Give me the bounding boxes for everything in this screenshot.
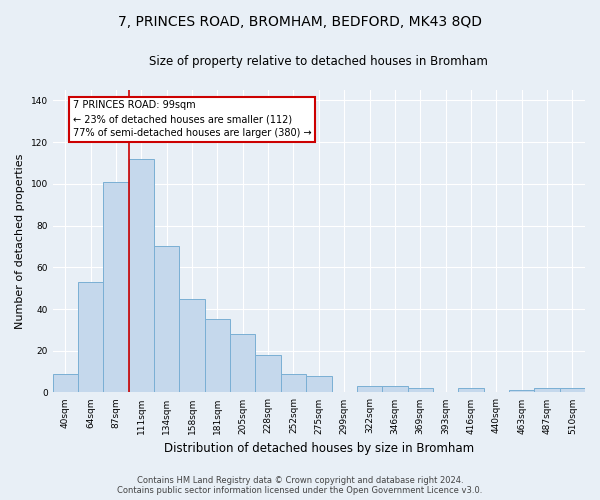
Bar — [230, 334, 256, 392]
Bar — [306, 376, 332, 392]
Text: 7 PRINCES ROAD: 99sqm
← 23% of detached houses are smaller (112)
77% of semi-det: 7 PRINCES ROAD: 99sqm ← 23% of detached … — [73, 100, 311, 138]
Bar — [103, 182, 129, 392]
Bar — [509, 390, 535, 392]
Bar — [407, 388, 433, 392]
Bar — [256, 355, 281, 393]
Bar — [535, 388, 560, 392]
Text: 7, PRINCES ROAD, BROMHAM, BEDFORD, MK43 8QD: 7, PRINCES ROAD, BROMHAM, BEDFORD, MK43 … — [118, 15, 482, 29]
Title: Size of property relative to detached houses in Bromham: Size of property relative to detached ho… — [149, 55, 488, 68]
Bar — [129, 159, 154, 392]
Bar — [357, 386, 382, 392]
Bar — [179, 298, 205, 392]
Text: Contains HM Land Registry data © Crown copyright and database right 2024.
Contai: Contains HM Land Registry data © Crown c… — [118, 476, 482, 495]
Bar — [78, 282, 103, 393]
Bar — [53, 374, 78, 392]
X-axis label: Distribution of detached houses by size in Bromham: Distribution of detached houses by size … — [164, 442, 474, 455]
Y-axis label: Number of detached properties: Number of detached properties — [15, 154, 25, 329]
Bar — [458, 388, 484, 392]
Bar — [281, 374, 306, 392]
Bar — [560, 388, 585, 392]
Bar — [205, 320, 230, 392]
Bar — [154, 246, 179, 392]
Bar — [382, 386, 407, 392]
